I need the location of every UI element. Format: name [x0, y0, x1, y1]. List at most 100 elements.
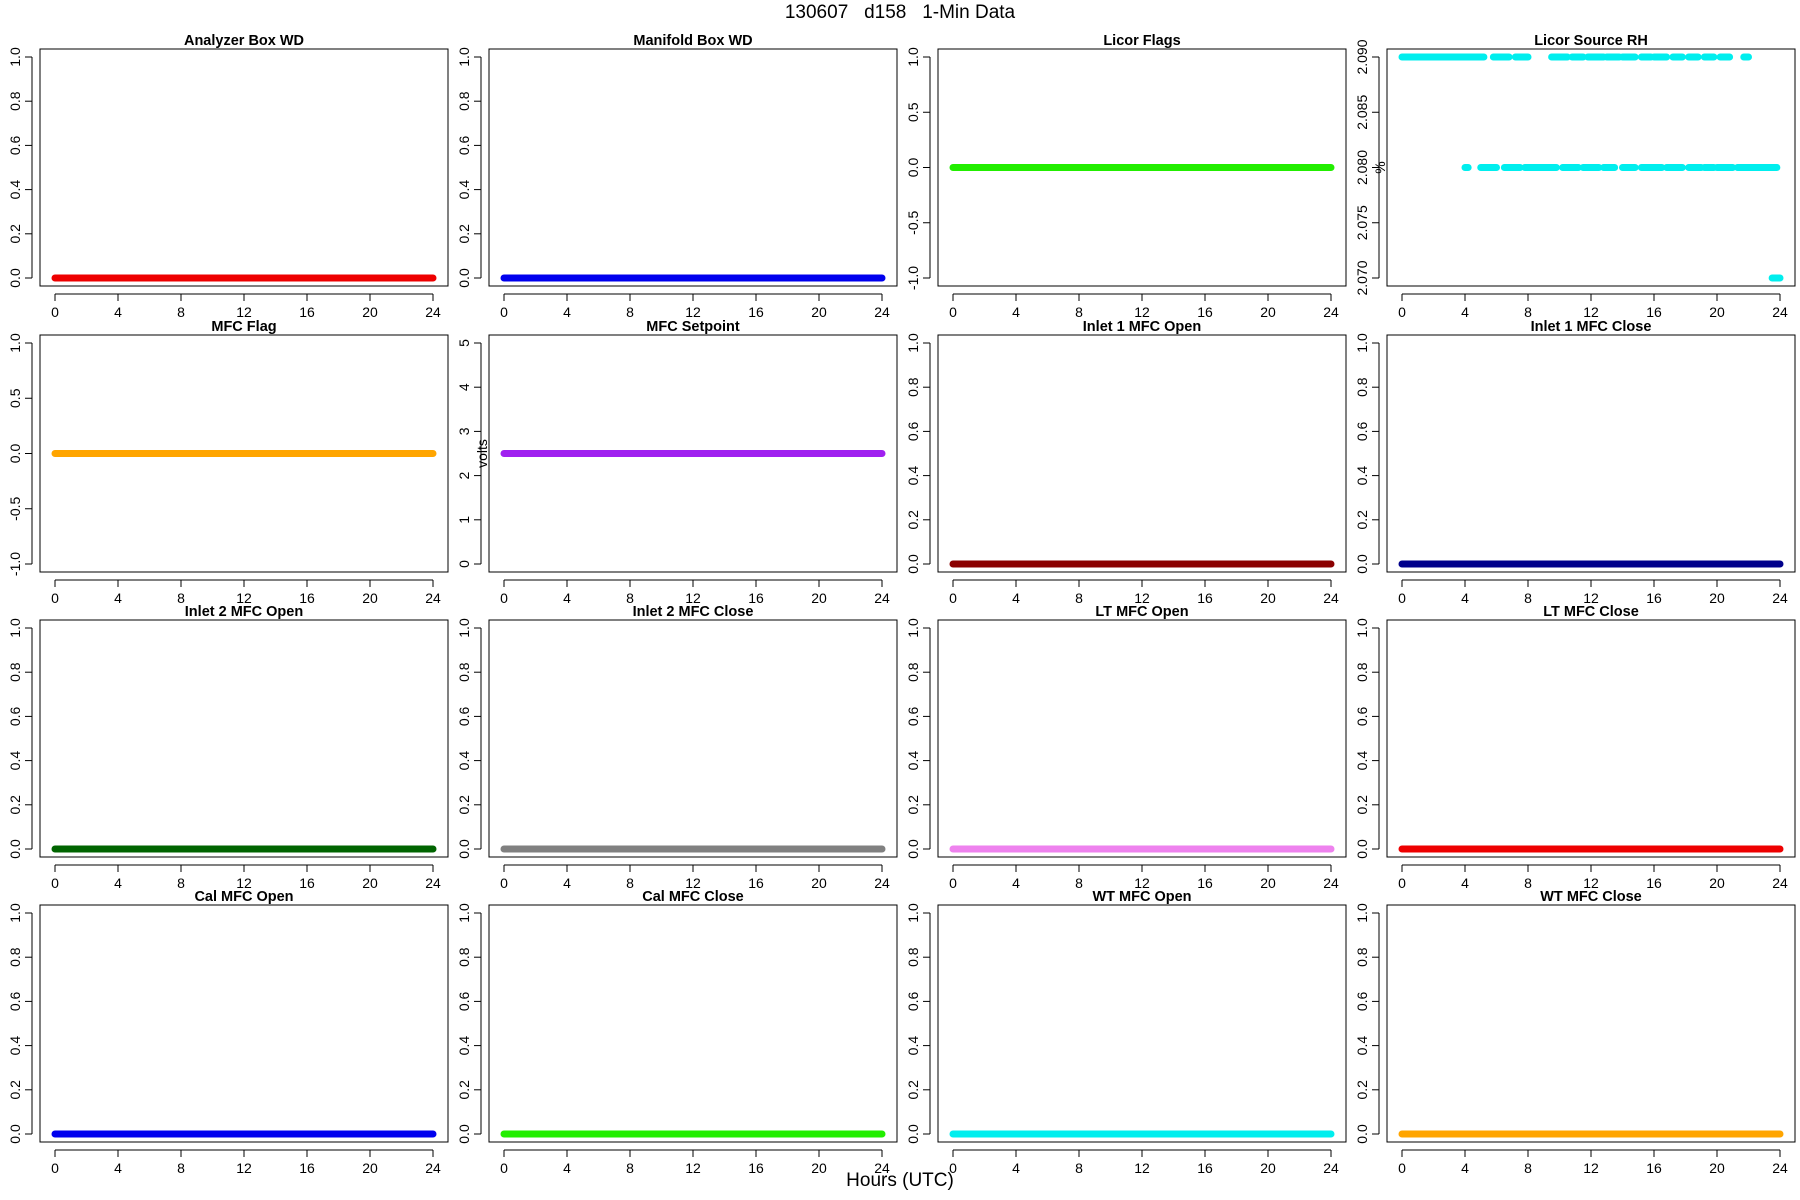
- y-tick-label: 0.2: [7, 224, 23, 244]
- y-tick-label: 0.6: [7, 991, 23, 1011]
- x-tick-label: 4: [563, 875, 571, 891]
- y-tick-label: 2.090: [1354, 39, 1370, 74]
- plot-frame: [39, 904, 449, 1143]
- x-tick-label: 8: [1075, 590, 1083, 606]
- x-tick-label: 12: [236, 1160, 252, 1176]
- y-tick-label: 0.4: [456, 1036, 472, 1056]
- y-tick-label: 1.0: [456, 903, 472, 923]
- x-tick-label: 16: [1197, 590, 1213, 606]
- y-tick-label: 0.5: [905, 102, 921, 122]
- x-tick-label: 24: [425, 304, 441, 320]
- plot-frame: [488, 334, 898, 573]
- x-tick-label: 4: [1012, 590, 1020, 606]
- x-tick-label: 24: [874, 590, 890, 606]
- x-tick-label: 24: [1772, 590, 1788, 606]
- x-tick-label: 0: [1398, 304, 1406, 320]
- x-tick-label: 12: [685, 875, 701, 891]
- panel-title: Cal MFC Close: [642, 889, 744, 905]
- y-tick-label: 0.4: [7, 1036, 23, 1056]
- x-tick-label: 12: [236, 590, 252, 606]
- y-tick-label: 0.0: [7, 268, 23, 288]
- x-tick-label: 20: [811, 1160, 827, 1176]
- x-tick-label: 16: [1646, 1160, 1662, 1176]
- y-tick-label: -0.5: [905, 210, 921, 234]
- x-tick-label: 0: [949, 304, 957, 320]
- panel: Licor Flags 0 4 8 12 16 20 24 -1.0 -0.5 0.0 0.5 1.0: [905, 33, 1347, 320]
- y-tick-label: -0.5: [7, 496, 23, 520]
- plot-frame: [937, 334, 1347, 573]
- x-tick-label: 24: [874, 304, 890, 320]
- panel: Manifold Box WD 0 4 8 12 16 20 24 0.0 0.2 0.4 0.6 0.…: [456, 33, 898, 320]
- y-tick-label: 0.2: [1354, 795, 1370, 815]
- panel-title: Inlet 1 MFC Open: [1083, 319, 1201, 335]
- panel-title: MFC Setpoint: [646, 319, 740, 335]
- y-tick-label: 0.4: [1354, 1036, 1370, 1056]
- x-tick-label: 12: [236, 875, 252, 891]
- y-tick-label: 1.0: [7, 618, 23, 638]
- panel: WT MFC Close 0 4 8 12 16 20 24 0.0 0.2 0.4 0.6 0.8 1.…: [1354, 889, 1796, 1176]
- x-tick-label: 24: [1323, 304, 1339, 320]
- panel-title: Licor Source RH: [1534, 33, 1648, 49]
- y-tick-label: 0.0: [1354, 839, 1370, 859]
- y-tick-label: 0.0: [456, 1124, 472, 1144]
- y-tick-label: 0.4: [905, 466, 921, 486]
- y-tick-label: -1.0: [905, 266, 921, 290]
- x-tick-label: 16: [748, 590, 764, 606]
- x-tick-label: 12: [685, 1160, 701, 1176]
- y-tick-label: 1.0: [905, 903, 921, 923]
- y-tick-label: 0.8: [1354, 947, 1370, 967]
- plot-frame: [1386, 48, 1796, 287]
- panel-title: Inlet 2 MFC Close: [633, 604, 754, 620]
- panel: Inlet 2 MFC Open 0 4 8 12 16 20 24 0.0 0.2 0.4 0.6 0…: [7, 604, 449, 891]
- x-tick-label: 4: [1461, 590, 1469, 606]
- y-tick-label: 0.8: [905, 377, 921, 397]
- x-tick-label: 20: [1260, 1160, 1276, 1176]
- panel: Inlet 1 MFC Open 0 4 8 12 16 20 24 0.0 0.2 0.4 0.6 0…: [905, 319, 1347, 606]
- y-tick-label: 0.2: [1354, 510, 1370, 530]
- y-tick-label: -1.0: [7, 552, 23, 576]
- x-tick-label: 24: [1323, 590, 1339, 606]
- panel: Cal MFC Open 0 4 8 12 16 20 24 0.0 0.2 0.4 0.6 0.8 1.…: [7, 889, 449, 1176]
- x-tick-label: 16: [1646, 590, 1662, 606]
- x-tick-label: 4: [1461, 1160, 1469, 1176]
- y-tick-label: 0.2: [456, 224, 472, 244]
- y-tick-label: 0.6: [1354, 421, 1370, 441]
- x-tick-label: 20: [362, 875, 378, 891]
- y-tick-label: 1: [456, 516, 472, 524]
- panel-title: Analyzer Box WD: [184, 33, 304, 49]
- x-tick-label: 0: [500, 590, 508, 606]
- panel: Cal MFC Close 0 4 8 12 16 20 24 0.0 0.2 0.4 0.6 0.8 1…: [456, 889, 898, 1176]
- x-tick-label: 20: [1709, 875, 1725, 891]
- y-tick-label: 0.8: [905, 662, 921, 682]
- x-tick-label: 8: [177, 304, 185, 320]
- x-tick-label: 0: [949, 590, 957, 606]
- x-tick-label: 12: [1583, 590, 1599, 606]
- panel: WT MFC Open 0 4 8 12 16 20 24 0.0 0.2 0.4 0.6 0.8 1.0: [905, 889, 1347, 1176]
- x-tick-label: 0: [1398, 1160, 1406, 1176]
- y-tick-label: 0.6: [1354, 706, 1370, 726]
- x-tick-label: 24: [1323, 1160, 1339, 1176]
- x-tick-label: 8: [626, 1160, 634, 1176]
- x-tick-label: 4: [1012, 1160, 1020, 1176]
- y-tick-label: 0.8: [456, 947, 472, 967]
- x-tick-label: 4: [563, 590, 571, 606]
- plot-frame: [488, 619, 898, 858]
- x-tick-label: 24: [425, 875, 441, 891]
- y-tick-label: 0.6: [456, 991, 472, 1011]
- panel: Inlet 2 MFC Close 0 4 8 12 16 20 24 0.0 0.2 0.4 0.6…: [456, 604, 898, 891]
- y-tick-label: 1.0: [456, 618, 472, 638]
- y-tick-label: 2: [456, 471, 472, 479]
- y-tick-label: 0.6: [905, 706, 921, 726]
- panel-title: Inlet 1 MFC Close: [1531, 319, 1652, 335]
- x-tick-label: 16: [299, 875, 315, 891]
- y-tick-label: 0.0: [905, 554, 921, 574]
- x-tick-label: 20: [362, 1160, 378, 1176]
- x-tick-label: 8: [1524, 590, 1532, 606]
- x-tick-label: 12: [685, 590, 701, 606]
- plot-frame: [1386, 334, 1796, 573]
- y-tick-label: 1.0: [1354, 618, 1370, 638]
- y-axis-label: volts: [474, 439, 490, 468]
- x-tick-label: 24: [1323, 875, 1339, 891]
- x-tick-label: 12: [1134, 304, 1150, 320]
